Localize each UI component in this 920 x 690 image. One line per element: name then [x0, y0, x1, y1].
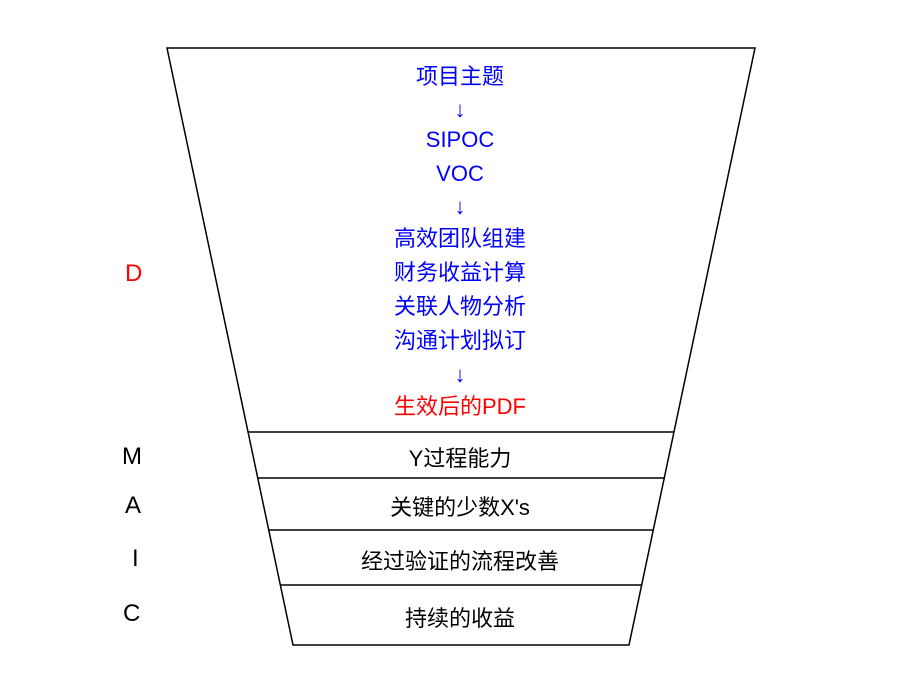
- d-content-team: 高效团队组建: [0, 222, 920, 255]
- d-content-project-topic: 项目主题: [0, 60, 920, 93]
- d-content-voc: VOC: [0, 157, 920, 190]
- d-content-finance: 财务收益计算: [0, 256, 920, 289]
- d-content-pdf: 生效后的PDF: [0, 390, 920, 423]
- c-content: 持续的收益: [0, 602, 920, 635]
- arrow-down-icon: ↓: [0, 93, 920, 126]
- i-content: 经过验证的流程改善: [0, 545, 920, 578]
- d-content-sipoc: SIPOC: [0, 123, 920, 156]
- m-content: Y过程能力: [0, 442, 920, 475]
- a-content: 关键的少数X's: [0, 491, 920, 524]
- arrow-down-icon: ↓: [0, 358, 920, 391]
- d-content-stakeholder: 关联人物分析: [0, 290, 920, 323]
- d-content-communication: 沟通计划拟订: [0, 324, 920, 357]
- arrow-down-icon: ↓: [0, 190, 920, 223]
